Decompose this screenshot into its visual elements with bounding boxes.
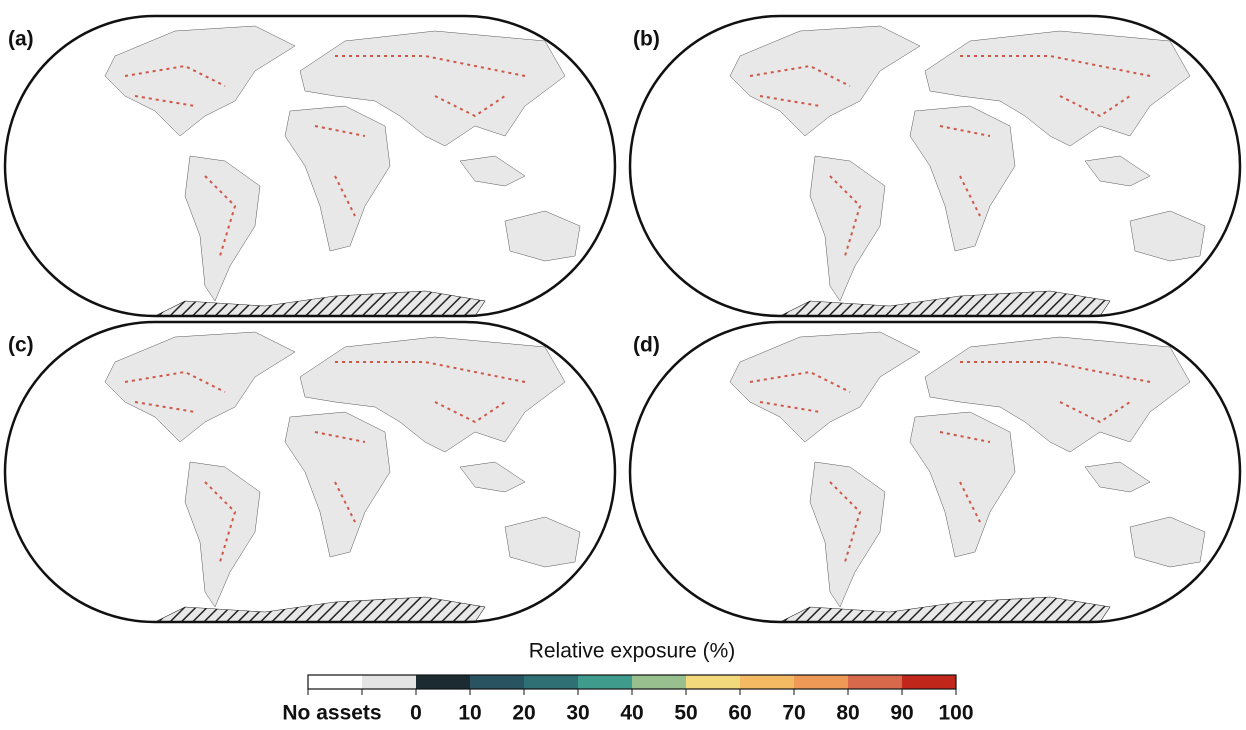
colorbar-segment <box>740 675 794 689</box>
panel-label: (b) <box>633 28 660 51</box>
colorbar-segment <box>524 675 578 689</box>
colorbar-tick-label: 0 <box>410 702 422 725</box>
colorbar-tick-label: 80 <box>836 702 859 725</box>
colorbar-segment <box>470 675 524 689</box>
colorbar-tick-label: 90 <box>890 702 913 725</box>
colorbar-segment <box>416 675 470 689</box>
no-data-label: No assets <box>282 702 381 725</box>
panels: (a) (b) (c) (d) <box>5 16 1240 622</box>
colorbar-tick-label: 100 <box>938 702 973 725</box>
panel-label: (c) <box>8 334 34 357</box>
colorbar-tick-label: 70 <box>782 702 805 725</box>
colorbar-segment <box>578 675 632 689</box>
colorbar: Relative exposure (%) No assets 0 10 20 30 40… <box>282 640 973 725</box>
colorbar-tick-label: 60 <box>728 702 751 725</box>
panel-label: (d) <box>633 334 660 357</box>
colorbar-segment <box>308 675 362 689</box>
colorbar-tick-label: 30 <box>566 702 589 725</box>
colorbar-segment <box>794 675 848 689</box>
colorbar-segment <box>632 675 686 689</box>
colorbar-tick-label: 50 <box>674 702 697 725</box>
colorbar-tick-label: 40 <box>620 702 643 725</box>
figure: (a) (b) (c) (d) Relative exposure (%) No as… <box>0 0 1246 725</box>
colorbar-segment <box>902 675 956 689</box>
colorbar-segment <box>848 675 902 689</box>
colorbar-tick-label: 20 <box>512 702 535 725</box>
colorbar-segment <box>362 675 416 689</box>
colorbar-segment <box>686 675 740 689</box>
world-map <box>5 16 615 316</box>
world-map <box>630 16 1240 316</box>
colorbar-tick-label: 10 <box>458 702 481 725</box>
world-map <box>5 322 615 622</box>
panel-label: (a) <box>8 28 34 51</box>
world-map <box>630 322 1240 622</box>
colorbar-title: Relative exposure (%) <box>529 640 736 663</box>
